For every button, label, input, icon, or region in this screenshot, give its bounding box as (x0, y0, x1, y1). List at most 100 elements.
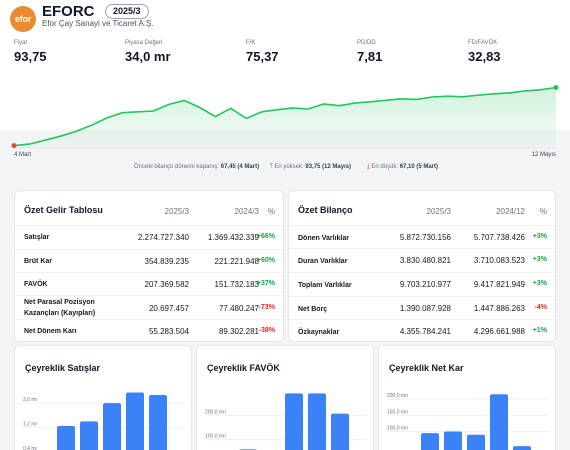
price-area (14, 87, 556, 148)
metric-ev-ebitda: FD/FAVÖK 32,83 (468, 40, 501, 64)
y-tick-label: 0,4 mr (23, 446, 38, 450)
table-row: Net Dönem Karı 55.283.504 89.302.281 -38… (15, 319, 283, 342)
metric-price: Fiyat 93,75 (14, 40, 47, 64)
chart-start-date: 4 Mart (14, 152, 32, 158)
bar (331, 413, 349, 450)
quarterly-sales-card: Çeyreklik Satışlar 0,4 mr 1,2 mr 2,0 mr (14, 345, 192, 450)
change-percent: +1% (532, 327, 547, 334)
value-current: 354.839.235 (144, 257, 190, 266)
quarterly-net-profit-chart: 100,0 mn 150,0 mn 200,0 mn (387, 393, 549, 450)
value-current: 9.703.210.977 (399, 280, 451, 289)
table-row: Duran Varlıklar 3.830.480.821 3.710.083.… (289, 248, 555, 272)
card-title: Özet Bilanço (298, 205, 353, 215)
bar (285, 393, 303, 450)
y-tick-label: 100,0 mn (387, 426, 408, 432)
row-label: Net Parasal Pozisyon Kazançları (Kayıpla… (24, 299, 96, 317)
value-previous: 1.447.886.263 (473, 304, 525, 313)
bar (467, 434, 485, 450)
change-percent: -73% (258, 304, 275, 311)
row-label: Özkaynaklar (298, 329, 340, 336)
value-previous: 4.296.661.988 (473, 327, 525, 336)
table-row: Satışlar 2.274.727.340 1.369.432.339 +66… (15, 225, 283, 249)
y-tick-label: 2,0 mr (23, 397, 38, 403)
quarterly-net-profit-card: Çeyreklik Net Kar 100,0 mn 150,0 mn 200,0 … (378, 345, 556, 450)
row-label: Duran Varlıklar (298, 258, 348, 265)
value-previous: 1.369.432.339 (207, 233, 259, 242)
metric-value: 34,0 mr (125, 49, 171, 64)
arrow-up-icon: ⤒ (270, 164, 273, 170)
table-row: Brüt Kar 354.839.235 221.221.948 +60% (15, 249, 283, 272)
y-tick-label: 150,0 mn (387, 409, 408, 415)
value-previous: 89.302.281 (218, 327, 259, 336)
high-point-marker (553, 85, 559, 91)
company-logo: efor (10, 6, 36, 32)
metric-label: Fiyat (14, 40, 28, 46)
chart-end-date: 12 Mayıs (531, 152, 556, 158)
table-row: Net Parasal Pozisyon Kazançları (Kayıpla… (15, 295, 283, 319)
metric-value: 32,83 (468, 49, 501, 64)
low-label: En düşük: (371, 164, 399, 170)
row-label: Toplam Varlıklar (298, 282, 352, 289)
col-header-previous: 2024/3 (234, 207, 259, 216)
low-note: ⤓ En düşük: 67,10 (5 Mart) (367, 164, 438, 171)
metric-value: 75,37 (246, 49, 279, 64)
bar (444, 431, 462, 450)
row-label: Net Borç (298, 306, 328, 313)
metric-label: FD/FAVÖK (468, 40, 498, 46)
low-point-marker (11, 143, 17, 149)
metric-label: F/K (246, 40, 256, 46)
y-tick-label: 100,0 mn (205, 434, 226, 440)
change-percent: +3% (532, 233, 547, 240)
value-current: 55.283.504 (148, 327, 189, 336)
bar (308, 393, 326, 450)
change-percent: +66% (256, 233, 275, 240)
change-percent: +37% (256, 280, 275, 287)
row-label: Brüt Kar (24, 258, 53, 265)
card-title: Özet Gelir Tablosu (24, 205, 103, 215)
change-percent: +60% (256, 257, 275, 264)
y-tick-label: 1,2 mr (23, 422, 38, 428)
income-statement-card: Özet Gelir Tablosu 2025/3 2024/3 % Satış… (14, 190, 284, 342)
col-header-current: 2025/3 (426, 207, 451, 216)
arrow-down-icon: ⤓ (367, 164, 370, 170)
metric-label: PD/DD (357, 40, 376, 46)
value-current: 3.830.480.821 (399, 256, 451, 265)
table-row: Özkaynaklar 4.355.784.241 4.296.661.988 … (289, 319, 555, 342)
price-line (13, 86, 557, 147)
value-previous: 9.417.821.949 (473, 280, 525, 289)
ticker-symbol: EFORC (42, 3, 95, 20)
bar (57, 425, 75, 450)
metric-market-cap: Piyasa Değeri 34,0 mr (125, 40, 171, 64)
quarterly-sales-chart: 0,4 mr 1,2 mr 2,0 mr (23, 392, 185, 450)
change-percent: +3% (532, 280, 547, 287)
card-title: Çeyreklik Satışlar (25, 363, 101, 373)
metric-label: Piyasa Değeri (125, 40, 163, 46)
table-row: Dönen Varlıklar 5.872.730.156 5.707.738.… (289, 225, 555, 248)
metric-pe: F/K 75,37 (246, 40, 279, 64)
card-title: Çeyreklik Net Kar (389, 363, 464, 373)
bar (126, 392, 144, 450)
col-header-previous: 2024/12 (496, 207, 525, 216)
period-badge[interactable]: 2025/3 (105, 4, 149, 19)
col-header-current: 2025/3 (164, 207, 189, 216)
col-header-percent: % (267, 207, 275, 216)
value-current: 5.872.730.156 (399, 233, 451, 242)
quarterly-ebitda-card: Çeyreklik FAVÖK 100,0 mn 200,0 mn (196, 345, 374, 450)
value-current: 207.369.582 (144, 280, 190, 289)
change-percent: -38% (258, 327, 275, 334)
prev-close-note: Önceki bilanço dönemi kapanış: 67,45 (4 … (134, 164, 259, 170)
prev-close-value: 67,45 (4 Mart) (220, 164, 260, 170)
price-chart[interactable] (0, 75, 570, 160)
col-header-percent: % (539, 207, 547, 216)
quarterly-ebitda-chart: 100,0 mn 200,0 mn (205, 393, 367, 450)
row-label: Satışlar (24, 234, 50, 241)
row-label: FAVÖK (24, 281, 48, 288)
y-tick-label: 200,0 mn (387, 393, 408, 399)
company-name: Efor Çay Sanayi ve Ticaret A.Ş. (42, 19, 154, 28)
value-current: 1.390.087.928 (399, 304, 451, 313)
bar (490, 394, 508, 450)
bar (103, 403, 121, 450)
value-previous: 151.732.183 (214, 280, 260, 289)
high-note: ⤒ En yüksek: 93,75 (12 Mayıs) (270, 164, 351, 171)
row-label: Dönen Varlıklar (298, 235, 349, 242)
